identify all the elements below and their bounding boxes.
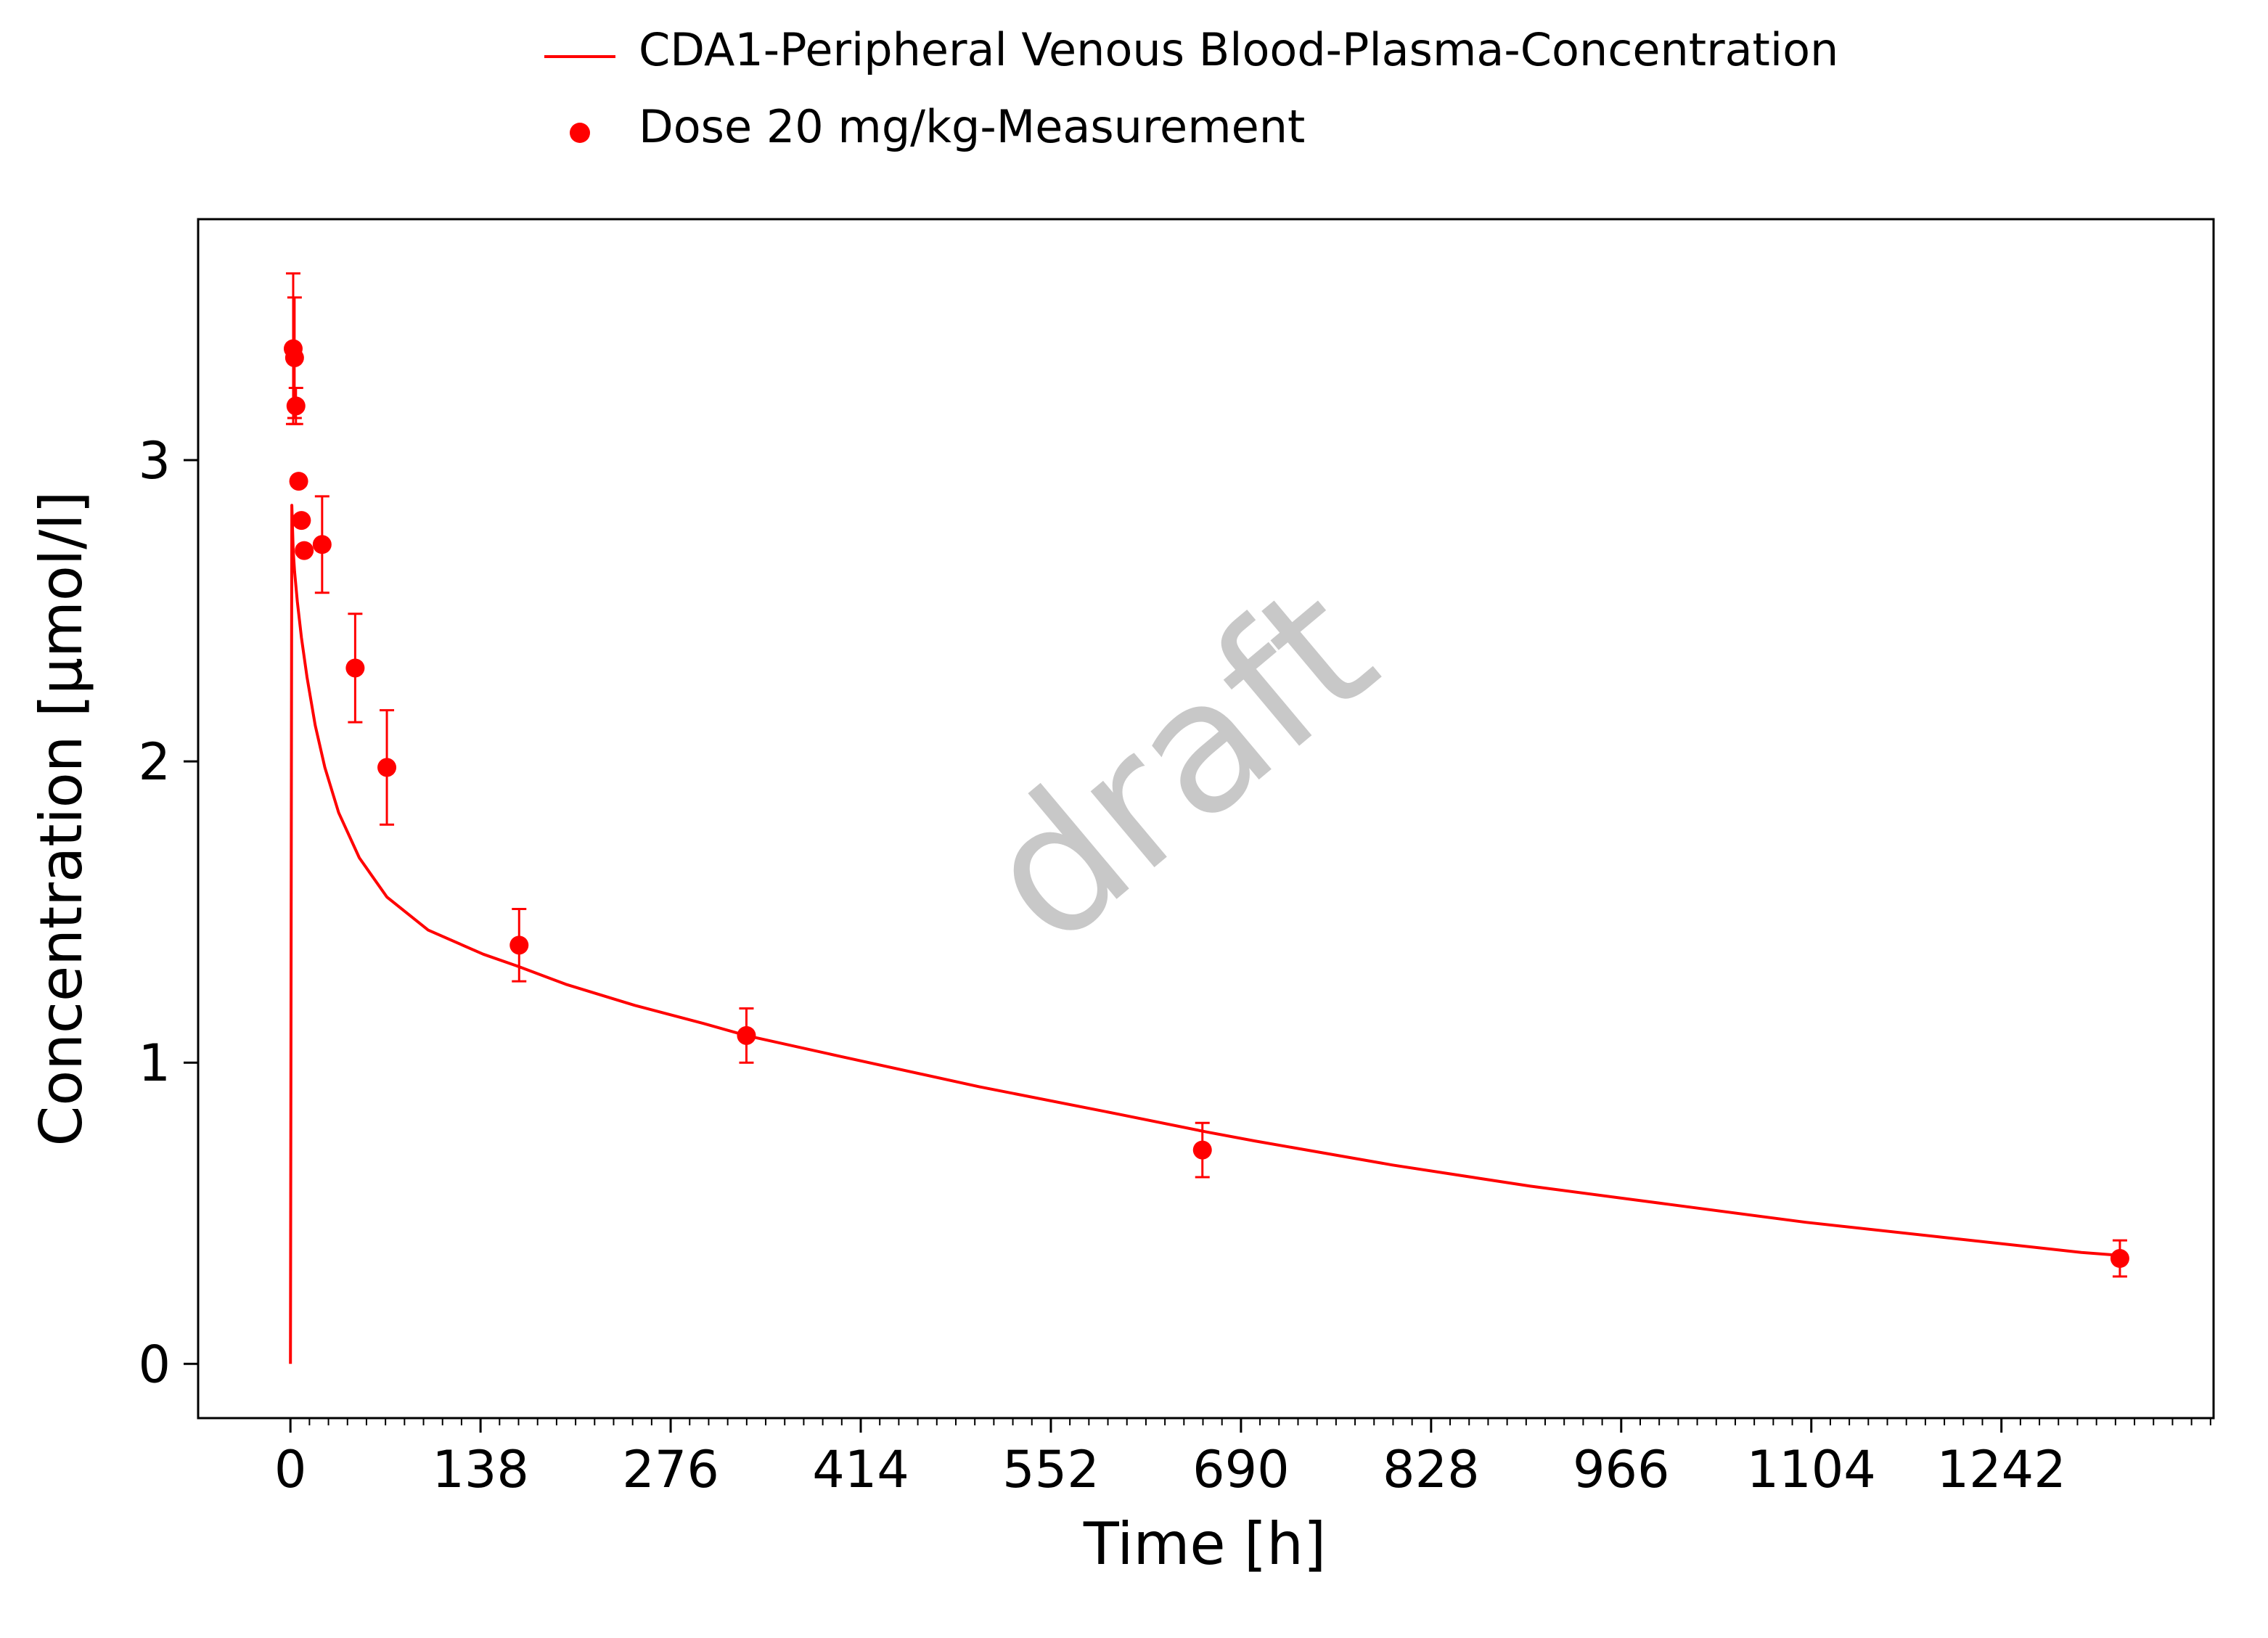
series-layer bbox=[283, 272, 2129, 1364]
data-point-measurement bbox=[737, 1025, 756, 1045]
data-point-measurement bbox=[289, 472, 308, 491]
y-tick-label: 0 bbox=[138, 1335, 171, 1394]
y-tick-label: 3 bbox=[138, 431, 171, 491]
y-tick-label: 1 bbox=[138, 1033, 171, 1093]
x-axis-title: Time [h] bbox=[1083, 1510, 1326, 1578]
x-tick-label: 690 bbox=[1192, 1440, 1290, 1499]
data-point-measurement bbox=[292, 511, 311, 531]
x-axis-ticks: 0 138 276 414 552 690 828 966 1104 1242 bbox=[274, 1418, 2211, 1499]
x-tick-label: 552 bbox=[1002, 1440, 1100, 1499]
x-tick-label: 414 bbox=[812, 1440, 909, 1499]
data-point-measurement bbox=[345, 658, 365, 678]
data-point-measurement bbox=[312, 535, 332, 554]
y-axis-title: Concentration [µmol/l] bbox=[28, 491, 95, 1147]
data-point-measurement bbox=[295, 541, 314, 560]
legend-label-simulation: CDA1-Peripheral Venous Blood-Plasma-Conc… bbox=[639, 23, 1838, 76]
x-tick-label: 966 bbox=[1573, 1440, 1670, 1499]
data-point-measurement bbox=[286, 396, 306, 416]
y-tick-label: 2 bbox=[138, 732, 171, 792]
series-line-simulation bbox=[289, 504, 2121, 1364]
legend-label-measurement: Dose 20 mg/kg-Measurement bbox=[639, 100, 1305, 153]
legend: CDA1-Peripheral Venous Blood-Plasma-Conc… bbox=[544, 23, 1838, 153]
x-tick-label: 276 bbox=[622, 1440, 719, 1499]
data-point-measurement bbox=[377, 758, 397, 777]
x-tick-label: 0 bbox=[274, 1440, 307, 1499]
x-tick-label: 1104 bbox=[1747, 1440, 1876, 1499]
x-tick-label: 138 bbox=[432, 1440, 529, 1499]
x-tick-label: 828 bbox=[1383, 1440, 1480, 1499]
legend-marker-swatch bbox=[570, 123, 590, 143]
x-tick-label: 1242 bbox=[1937, 1440, 2066, 1499]
data-point-measurement bbox=[284, 348, 304, 367]
data-point-measurement bbox=[509, 935, 529, 955]
y-axis-ticks: 0 1 2 3 bbox=[138, 431, 198, 1394]
data-point-measurement bbox=[1192, 1140, 1212, 1160]
data-point-measurement bbox=[2110, 1249, 2129, 1269]
plot-area-frame bbox=[197, 218, 2215, 1420]
